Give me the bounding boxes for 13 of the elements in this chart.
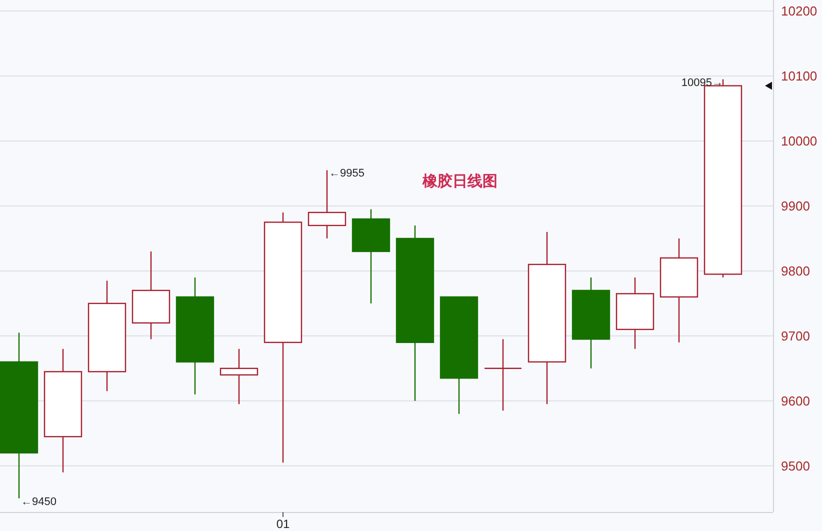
y-tick-label: 9800 xyxy=(781,263,810,278)
y-tick-label: 9500 xyxy=(781,458,810,474)
y-tick-label: 9700 xyxy=(781,328,810,344)
annotation: ←9955 xyxy=(329,168,364,180)
annotation: 10095→ xyxy=(681,76,723,89)
y-tick-label: 9900 xyxy=(781,198,810,214)
y-tick-label: 10000 xyxy=(781,134,818,148)
x-tick-label: 01 xyxy=(276,517,290,531)
annotation: ←9450 xyxy=(21,496,56,508)
y-tick-label: 10200 xyxy=(781,4,818,19)
y-tick-label: 9600 xyxy=(781,393,810,408)
y-tick-label: 10100 xyxy=(781,68,818,84)
title: 橡胶日线图 xyxy=(422,173,498,190)
